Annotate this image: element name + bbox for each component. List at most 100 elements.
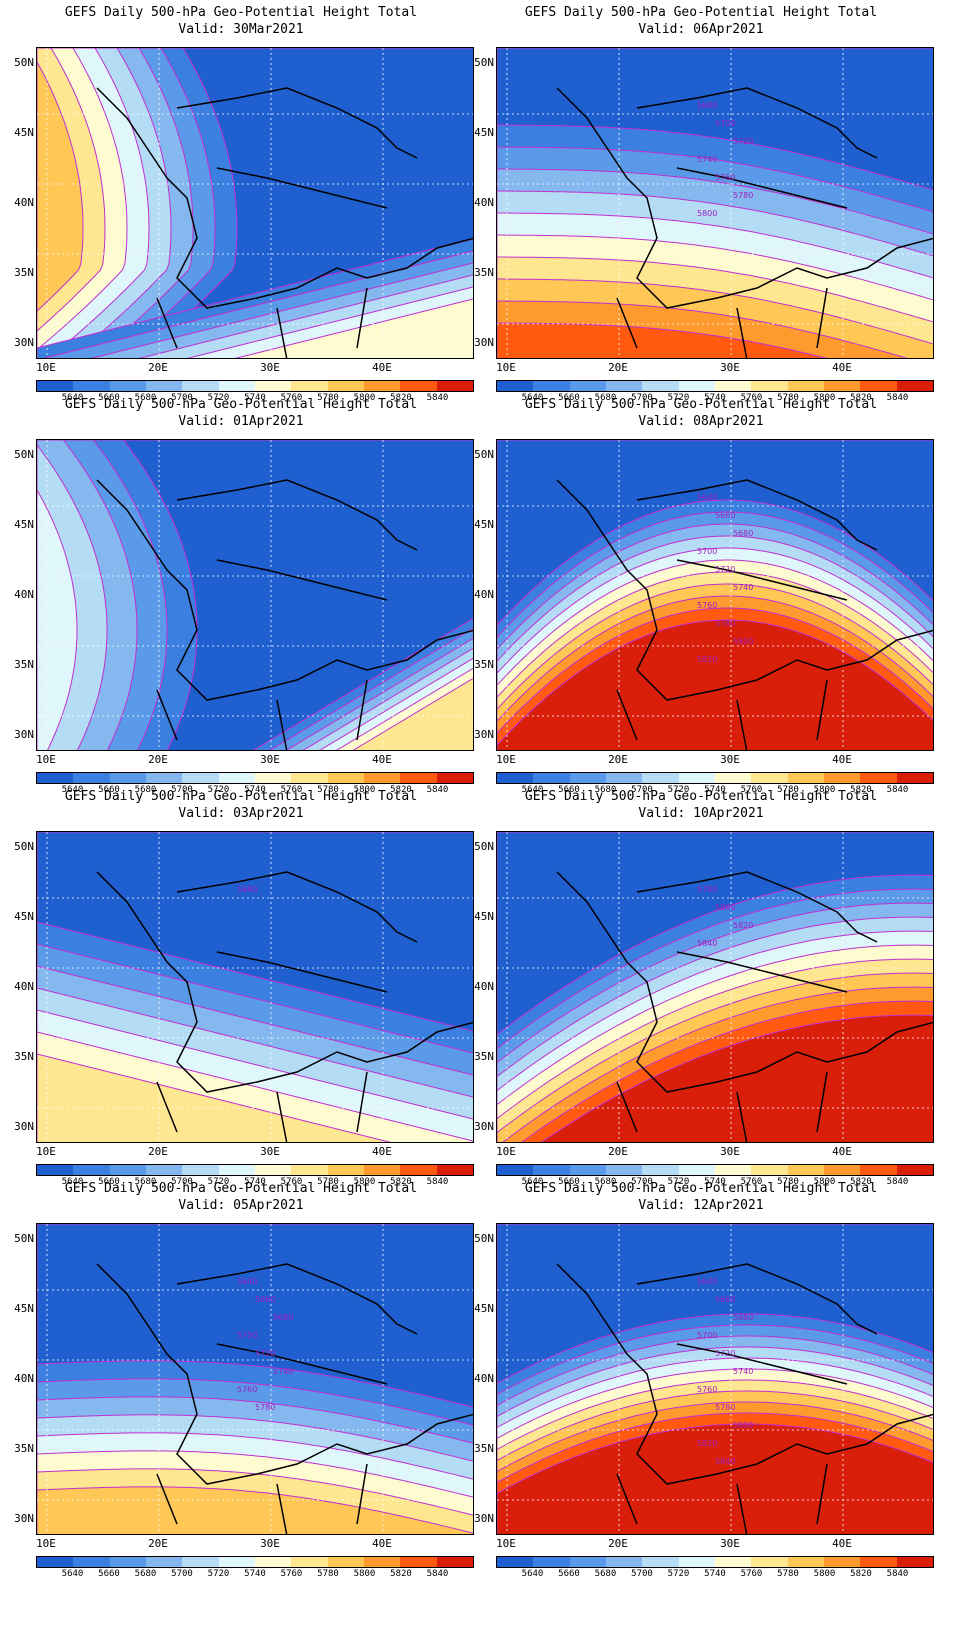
contour-label: 5680 — [237, 885, 257, 894]
colorbar-level-label: 5660 — [98, 785, 120, 795]
longitude-tick-label: 20E — [148, 1145, 168, 1158]
colorbar-swatch — [642, 1557, 679, 1567]
contour-label: 5700 — [697, 1331, 717, 1340]
longitude-tick-label: 20E — [608, 1537, 628, 1550]
longitude-tick-label: 30E — [720, 753, 740, 766]
colorbar-swatch — [896, 1557, 933, 1567]
longitude-tick-label: 30E — [720, 1145, 740, 1158]
latitude-tick-label: 50N — [14, 56, 34, 69]
colorbar-swatch — [400, 1557, 437, 1567]
latitude-tick-label: 45N — [474, 910, 494, 923]
longitude-tick-label: 20E — [148, 1537, 168, 1550]
longitude-tick-label: 10E — [496, 361, 516, 374]
latitude-tick-label: 40N — [14, 196, 34, 209]
contour-band — [37, 1486, 473, 1534]
contour-label: 5820 — [733, 921, 753, 930]
colorbar-level-label: 5740 — [704, 393, 726, 403]
colorbar-level-label: 5680 — [134, 1177, 157, 1187]
colorbar-level-label: 5680 — [134, 1569, 157, 1579]
colorbar-level-label: 5660 — [98, 1569, 120, 1579]
colorbar-swatch — [714, 1557, 752, 1567]
longitude-tick-label: 10E — [36, 1537, 56, 1550]
colorbar-level-label: 5840 — [426, 1569, 449, 1579]
contour-label: 5780 — [255, 1403, 275, 1412]
panel-valid-date: Valid: 06Apr2021 — [638, 22, 764, 37]
colorbar-level-label: 5660 — [98, 1177, 120, 1187]
panel-valid-date: Valid: 03Apr2021 — [178, 806, 304, 821]
latitude-tick-label: 30N — [474, 1120, 494, 1133]
latitude-tick-label: 30N — [14, 728, 34, 741]
colorbar-swatch — [400, 381, 437, 391]
height-field-map: 5680 — [36, 831, 474, 1143]
colorbar-level-label: 5700 — [631, 393, 653, 403]
longitude-tick-label: 10E — [496, 1537, 516, 1550]
colorbar-swatch — [37, 1557, 74, 1567]
colorbar-level-label: 5720 — [207, 1177, 230, 1187]
latitude-tick-label: 45N — [14, 126, 34, 139]
colorbar-swatch — [896, 381, 933, 391]
contour-label: 5840 — [715, 1457, 735, 1466]
colorbar-swatch — [533, 773, 570, 783]
contour-label: 5800 — [697, 209, 717, 218]
map-panel: GEFS Daily 500-hPa Geo-Potential Height … — [0, 784, 482, 1194]
contour-label: 5780 — [715, 619, 735, 628]
colorbar-level-label: 5720 — [207, 1569, 230, 1579]
latitude-tick-label: 45N — [474, 518, 494, 531]
colorbar-level-label: 5780 — [317, 1177, 339, 1187]
colorbar-swatch — [751, 1557, 788, 1567]
colorbar-level-label: 5840 — [426, 1177, 449, 1187]
longitude-tick-label: 40E — [832, 1537, 852, 1550]
colorbar-level-label: 5800 — [813, 1177, 836, 1187]
colorbar-level-label: 5680 — [594, 393, 617, 403]
longitude-tick-label: 20E — [148, 361, 168, 374]
latitude-tick-label: 40N — [474, 980, 494, 993]
latitude-tick-label: 35N — [474, 1050, 494, 1063]
height-field-map — [36, 439, 474, 751]
panel-valid-date: Valid: 01Apr2021 — [178, 414, 304, 429]
colorbar-level-label: 5780 — [317, 1569, 339, 1579]
colorbar-swatch — [860, 773, 897, 783]
colorbar-swatch — [327, 381, 364, 391]
latitude-tick-label: 35N — [474, 1442, 494, 1455]
longitude-tick-label: 30E — [260, 1145, 280, 1158]
colorbar-swatch — [896, 1165, 933, 1175]
panel-valid-date: Valid: 30Mar2021 — [178, 22, 304, 37]
contour-band — [37, 48, 84, 358]
colorbar-level-label: 5700 — [171, 393, 193, 403]
latitude-tick-label: 30N — [474, 728, 494, 741]
latitude-tick-label: 35N — [14, 1442, 34, 1455]
longitude-tick-label: 30E — [720, 361, 740, 374]
colorbar-swatch — [73, 1557, 110, 1567]
longitude-tick-label: 20E — [608, 361, 628, 374]
contour-label: 5780 — [697, 885, 717, 894]
panel-title: GEFS Daily 500-hPa Geo-Potential Height … — [524, 1181, 878, 1196]
contour-band — [540, 1014, 933, 1142]
longitude-tick-label: 10E — [36, 753, 56, 766]
contour-label: 5640 — [697, 1277, 717, 1286]
coastline-borders — [96, 1263, 473, 1534]
latitude-tick-label: 50N — [474, 56, 494, 69]
coastline-borders — [96, 479, 473, 750]
colorbar-swatch — [182, 381, 219, 391]
colorbar-swatch — [109, 1557, 146, 1567]
latitude-tick-label: 50N — [474, 448, 494, 461]
contour-band — [497, 619, 933, 750]
colorbar-level-label: 5700 — [631, 785, 653, 795]
colorbar-level-label: 5820 — [850, 1569, 872, 1579]
longitude-tick-label: 10E — [496, 1145, 516, 1158]
colorbar-swatch — [436, 773, 473, 783]
longitude-tick-label: 10E — [496, 753, 516, 766]
contour-plot: 5640 5660 5680 5700 5720 5740 5760 5780 5800 5820… — [497, 1224, 933, 1534]
colorbar-level-label: 5820 — [390, 393, 412, 403]
colorbar-swatch — [254, 381, 292, 391]
colorbar-swatch — [254, 1165, 292, 1175]
height-field-map: 5680 5700 5720 5740 5760 5780 5800 — [496, 47, 934, 359]
contour-label: 5680 — [273, 1313, 293, 1322]
colorbar — [36, 772, 474, 784]
colorbar-level-label: 5780 — [777, 1569, 799, 1579]
colorbar-level-label: 5760 — [740, 393, 763, 403]
colorbar — [496, 772, 934, 784]
contour-label: 5800 — [733, 1421, 753, 1430]
colorbar-swatch — [291, 773, 328, 783]
colorbar-level-label: 5720 — [667, 1569, 690, 1579]
